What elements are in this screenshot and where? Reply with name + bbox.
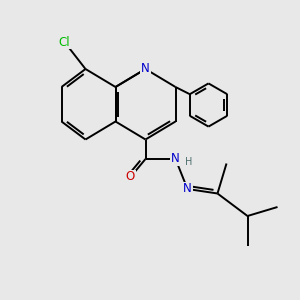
Text: N: N xyxy=(183,182,192,196)
Text: O: O xyxy=(126,170,135,184)
Text: N: N xyxy=(171,152,180,166)
Text: H: H xyxy=(185,157,193,167)
Text: N: N xyxy=(141,62,150,76)
Text: Cl: Cl xyxy=(59,35,70,49)
